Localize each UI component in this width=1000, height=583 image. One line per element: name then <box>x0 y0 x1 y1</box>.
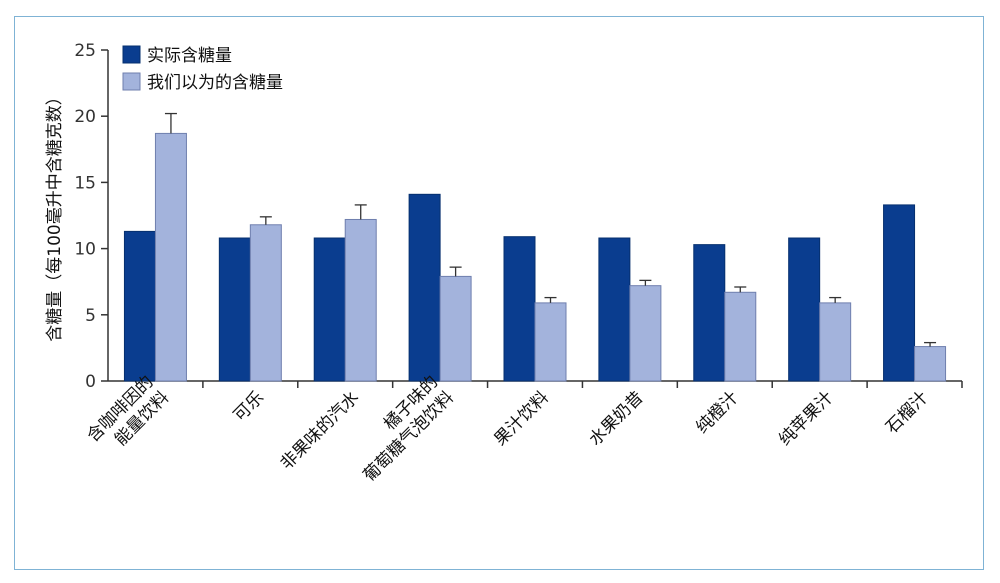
bar-actual <box>408 193 441 382</box>
x-tick-label: 橘子味的葡萄糖气泡饮料 <box>344 372 458 486</box>
legend-swatch <box>122 45 141 64</box>
bar-actual <box>788 237 821 382</box>
y-tick-label: 15 <box>74 173 96 193</box>
x-tick-label: 果汁饮料 <box>491 388 553 450</box>
x-tick-label: 可乐 <box>230 388 268 426</box>
bar-perceived <box>819 302 852 382</box>
error-bars <box>164 112 937 347</box>
y-tick-label: 25 <box>74 41 96 61</box>
y-axis-label: 含糖量（每100毫升中含糖克数） <box>45 88 65 341</box>
legend-swatch <box>122 72 141 91</box>
bar-perceived <box>154 132 187 382</box>
bar-perceived <box>724 291 757 382</box>
y-tick-label: 5 <box>85 306 96 326</box>
x-tick-label-line: 果汁饮料 <box>491 388 553 450</box>
bar-actual <box>218 237 251 382</box>
bars <box>123 132 947 382</box>
x-tick-label-line: 纯橙汁 <box>692 388 742 438</box>
bar-actual <box>693 244 726 382</box>
bar-perceived <box>534 302 567 382</box>
bar-perceived <box>629 285 662 382</box>
y-tick-label: 10 <box>74 240 96 260</box>
x-tick-label-line: 石榴汁 <box>882 388 932 438</box>
x-tick-label: 含咖啡因的能量饮料 <box>83 372 173 462</box>
x-tick-label-line: 水果奶昔 <box>585 388 647 450</box>
bar-actual <box>503 236 536 382</box>
y-tick-label: 0 <box>85 372 96 392</box>
x-tick-label: 水果奶昔 <box>585 388 647 450</box>
bar-perceived <box>249 224 282 382</box>
x-tick-label-line: 非果味的汽水 <box>277 388 363 474</box>
legend-label: 实际含糖量 <box>147 46 232 66</box>
category-labels: 含咖啡因的能量饮料 可乐 非果味的汽水 橘子味的葡萄糖气泡饮料 果汁饮料 水果奶昔 纯橙汁纯… <box>83 372 932 486</box>
bar-actual <box>598 237 631 382</box>
bar-actual <box>883 204 916 382</box>
x-tick-label-line: 可乐 <box>230 388 268 426</box>
bar-perceived <box>439 275 472 382</box>
x-tick-label: 非果味的汽水 <box>277 388 363 474</box>
bar-actual <box>123 230 156 382</box>
y-tick-label: 20 <box>74 107 96 127</box>
bar-perceived <box>344 218 377 382</box>
x-tick-label: 纯橙汁 <box>692 388 742 438</box>
legend-label: 我们以为的含糖量 <box>147 73 283 93</box>
bar-perceived <box>914 346 947 382</box>
bar-actual <box>313 237 346 382</box>
x-tick-label-line: 纯苹果汁 <box>775 388 837 450</box>
x-tick-label: 纯苹果汁 <box>775 388 837 450</box>
x-tick-label: 石榴汁 <box>882 388 932 438</box>
